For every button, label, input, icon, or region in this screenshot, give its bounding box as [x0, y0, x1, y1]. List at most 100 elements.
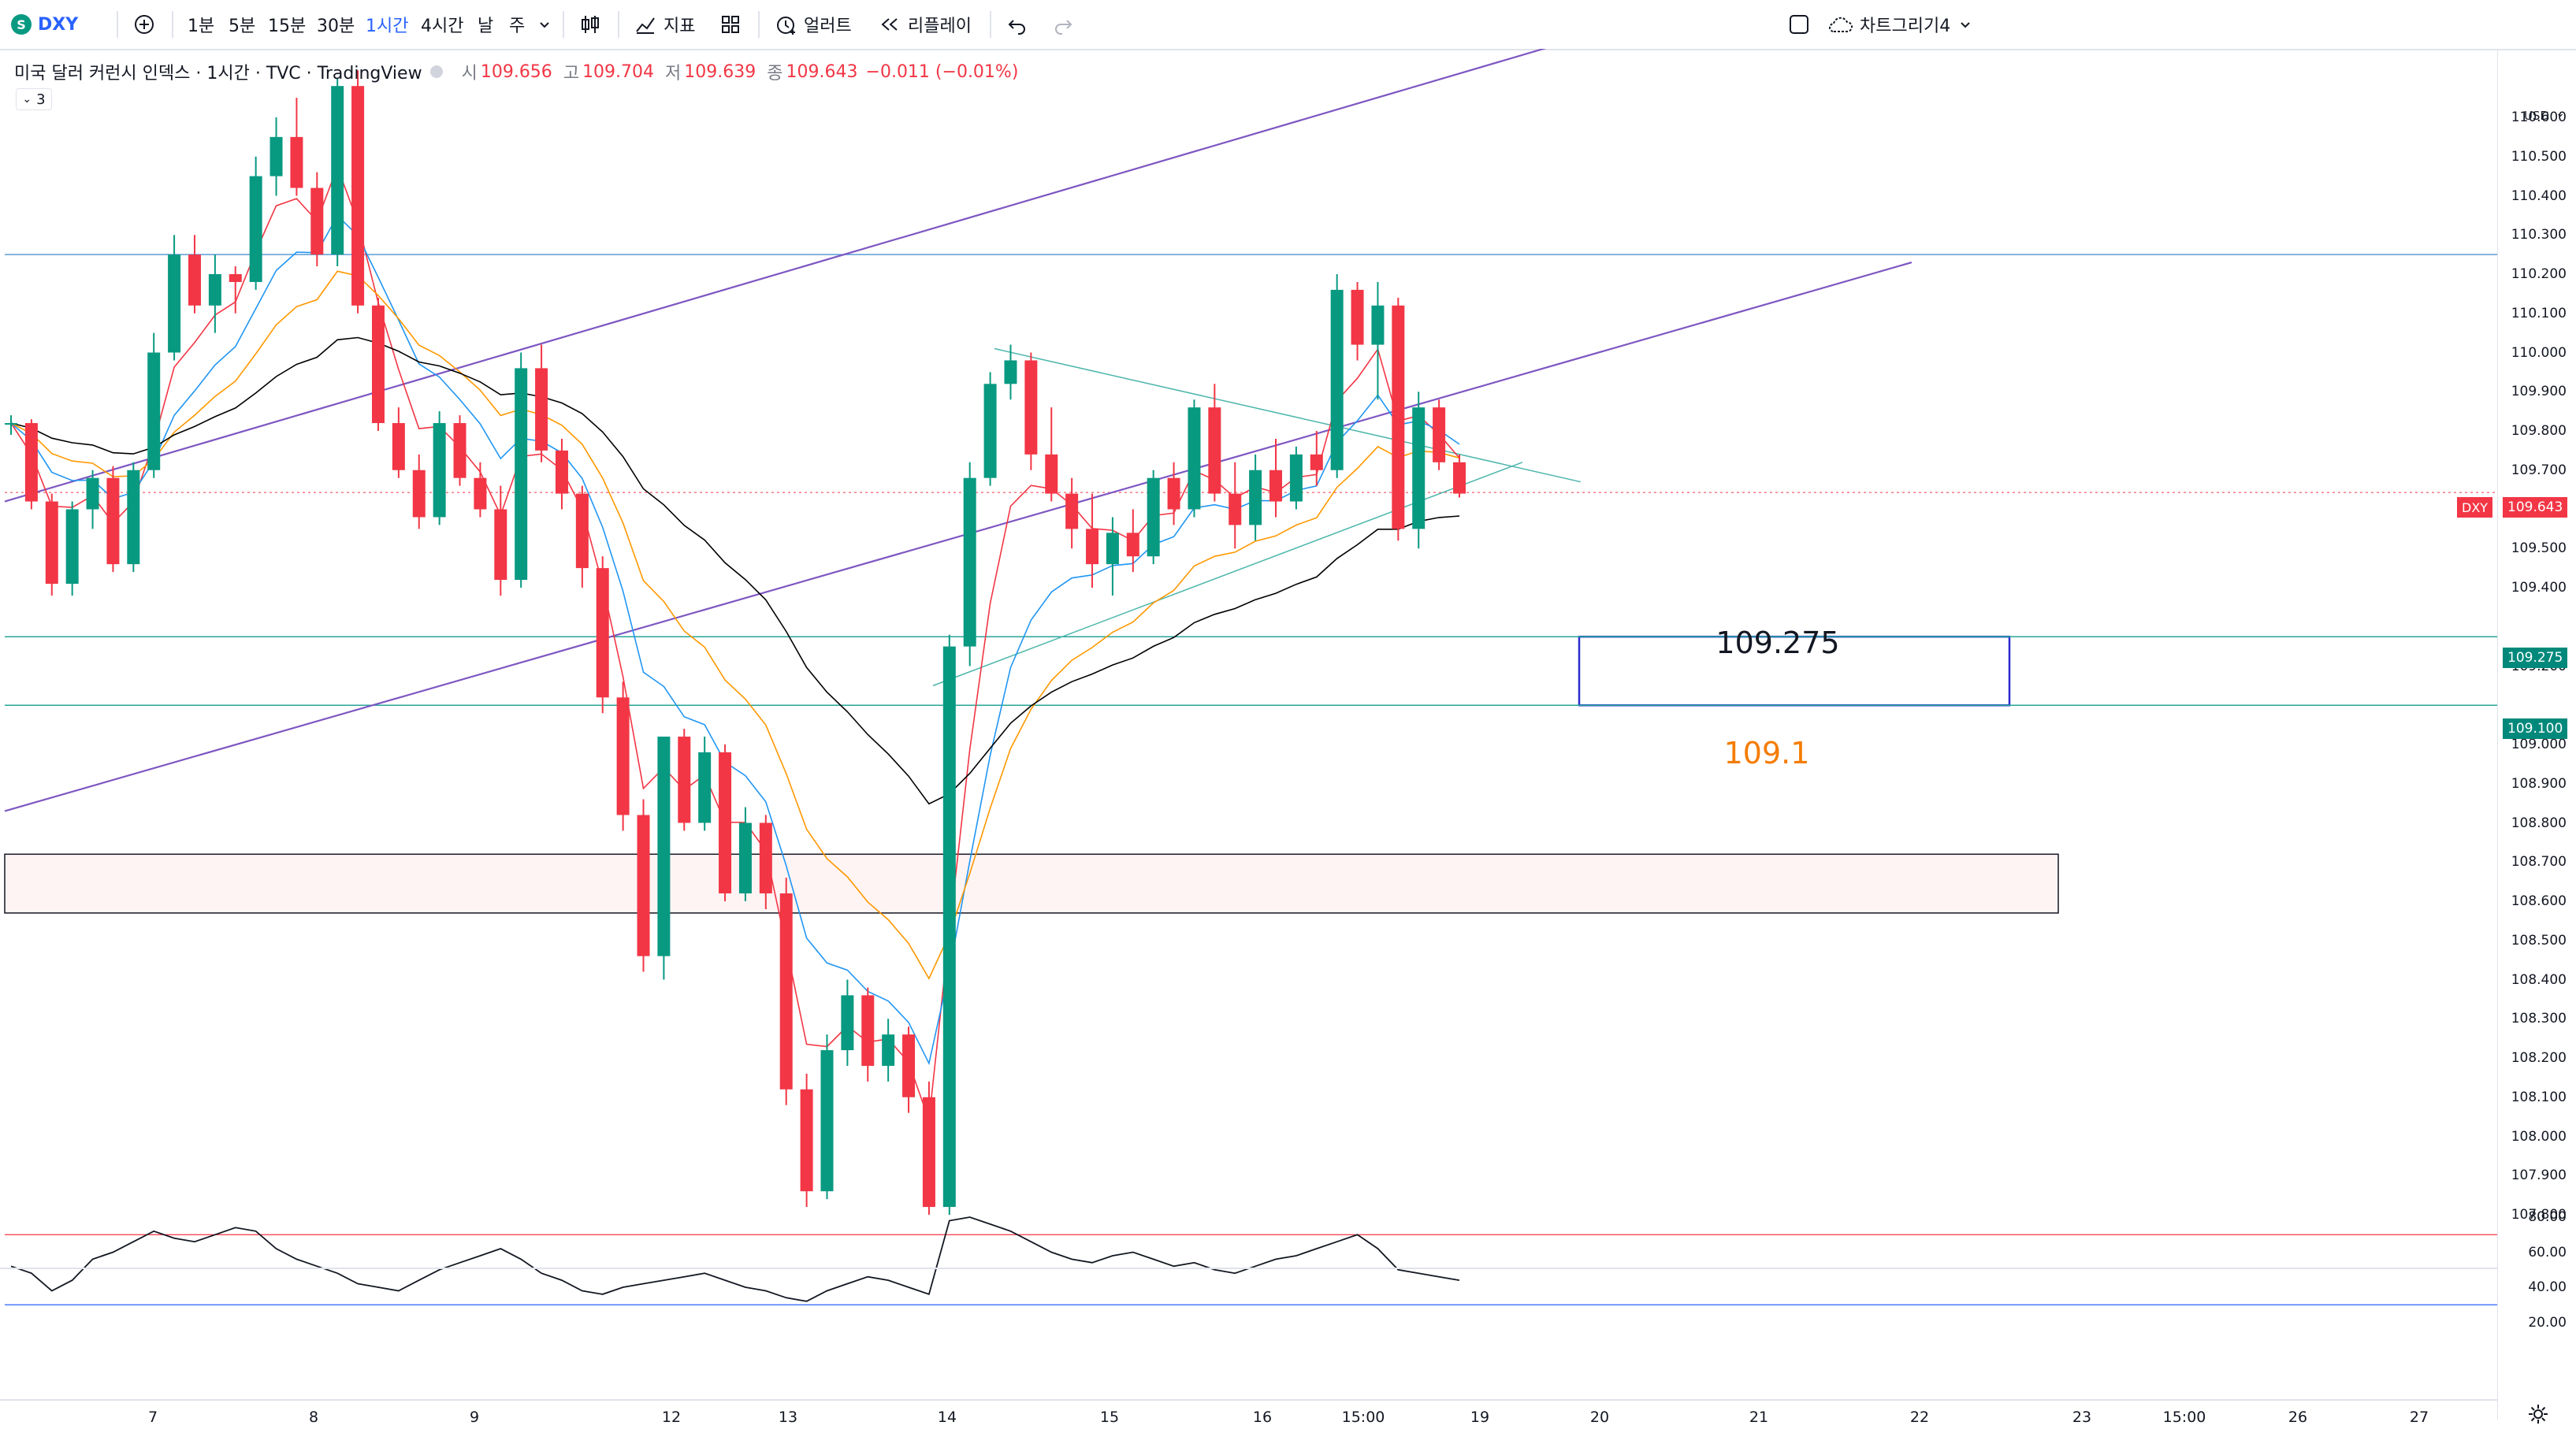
- legend-close: 109.643: [786, 62, 858, 82]
- candle: [657, 737, 670, 979]
- multi-chart-checkbox[interactable]: [1787, 0, 1811, 49]
- chart-legend: 미국 달러 커런시 인덱스 · 1시간 · TVC · TradingView …: [14, 58, 1018, 85]
- redo-button[interactable]: [1051, 0, 1075, 49]
- interval-30m[interactable]: 30분: [317, 0, 355, 49]
- price-tick: 108.900: [2511, 776, 2567, 792]
- current-symbol-label: DXY: [2457, 497, 2492, 518]
- symbol-name: DXY: [38, 15, 78, 35]
- chart-type-button[interactable]: [578, 0, 602, 49]
- indicators-label: 지표: [664, 12, 695, 37]
- undo-button[interactable]: [1005, 0, 1029, 49]
- price-chart[interactable]: [0, 49, 2498, 1420]
- interval-15m[interactable]: 15분: [268, 0, 306, 49]
- candle: [1045, 407, 1058, 501]
- time-tick: 15: [1100, 1409, 1119, 1426]
- candle: [902, 1026, 915, 1112]
- time-tick: 12: [662, 1409, 681, 1426]
- price-tick: 110.000: [2511, 345, 2567, 361]
- indicators-button[interactable]: 지표: [634, 0, 695, 49]
- oscillator-tick: 20.00: [2528, 1315, 2567, 1331]
- interval-day[interactable]: 날: [478, 0, 493, 49]
- time-tick: 27: [2410, 1409, 2429, 1426]
- ma-mid-line: [11, 216, 1459, 1064]
- candle: [1229, 462, 1241, 548]
- triangle-upper-line[interactable]: [994, 349, 1581, 482]
- candle: [1208, 384, 1221, 501]
- price-tick: 109.700: [2511, 462, 2567, 478]
- ma-long-line: [11, 338, 1459, 804]
- level-label-upper: 109.275: [2503, 648, 2567, 668]
- chevron-down-icon: [1958, 17, 1972, 32]
- candle: [1331, 274, 1344, 478]
- candle: [1269, 439, 1282, 518]
- candle: [474, 462, 486, 518]
- interval-4h[interactable]: 4시간: [421, 0, 463, 49]
- market-status-icon: [430, 65, 443, 78]
- candle: [188, 235, 201, 314]
- time-tick: 21: [1749, 1409, 1768, 1426]
- legend-title[interactable]: 미국 달러 커런시 인덱스 · 1시간 · TVC · TradingView: [14, 59, 422, 84]
- settings-button[interactable]: [2526, 1402, 2550, 1429]
- interval-1h[interactable]: 1시간: [366, 0, 408, 49]
- add-compare-button[interactable]: [132, 0, 156, 49]
- plus-circle-icon: [132, 13, 156, 36]
- alert-button[interactable]: 얼러트: [774, 0, 852, 49]
- time-tick: 15:00: [1342, 1409, 1385, 1426]
- layouts-button[interactable]: [719, 0, 742, 49]
- candles-icon: [578, 13, 602, 36]
- replay-button[interactable]: 리플레이: [878, 0, 972, 49]
- candle: [1065, 478, 1078, 549]
- time-tick: 14: [938, 1409, 957, 1426]
- symbol-search[interactable]: S DXY: [11, 0, 78, 49]
- supply-zone[interactable]: [5, 854, 2058, 913]
- candle: [310, 173, 323, 266]
- interval-dropdown[interactable]: [537, 0, 552, 49]
- candle: [1106, 517, 1119, 596]
- oscillator-tick: 40.00: [2528, 1279, 2567, 1295]
- annotation-upper[interactable]: 109.275: [1715, 626, 1839, 660]
- top-toolbar: S DXY 1분 5분 15분 30분 1시간 4시간 날 주 지표: [0, 0, 2576, 50]
- candle: [1351, 282, 1364, 361]
- candle: [1433, 399, 1445, 470]
- interval-week[interactable]: 주: [509, 0, 525, 49]
- oscillator-line: [11, 1217, 1459, 1301]
- layout-name-button[interactable]: 차트그리기4: [1827, 0, 1972, 49]
- candle: [964, 462, 976, 666]
- time-tick: 23: [2072, 1409, 2091, 1426]
- price-tick: 110.400: [2511, 188, 2567, 204]
- candle: [168, 235, 180, 360]
- candle: [923, 1082, 935, 1215]
- candle: [1371, 282, 1384, 399]
- candle: [1024, 353, 1037, 470]
- annotation-lower[interactable]: 109.1: [1724, 736, 1810, 770]
- time-tick: 9: [470, 1409, 479, 1426]
- legend-collapse-button[interactable]: ⌄ 3: [16, 88, 52, 110]
- interval-5m[interactable]: 5분: [229, 0, 255, 49]
- legend-change: −0.011 (−0.01%): [866, 62, 1019, 82]
- time-tick: 22: [1910, 1409, 1929, 1426]
- candle: [882, 1019, 894, 1082]
- candle: [1147, 470, 1160, 564]
- candle: [25, 419, 38, 509]
- ma-fast-line: [11, 167, 1459, 1120]
- time-tick: 15:00: [2163, 1409, 2206, 1426]
- candle: [270, 117, 283, 196]
- price-tick: 108.700: [2511, 854, 2567, 870]
- redo-icon: [1051, 13, 1075, 36]
- price-tick: 110.300: [2511, 227, 2567, 243]
- price-tick: 110.600: [2511, 110, 2567, 125]
- chevron-down-icon: [537, 17, 552, 32]
- time-tick: 7: [148, 1409, 158, 1426]
- channel-lower-line[interactable]: [5, 262, 1912, 811]
- candle: [392, 407, 405, 478]
- chevron-down-icon: ⌄: [22, 93, 32, 106]
- alert-label: 얼러트: [804, 12, 852, 37]
- interval-1m[interactable]: 1분: [188, 0, 214, 49]
- legend-open: 109.656: [481, 62, 552, 82]
- price-tick: 110.200: [2511, 266, 2567, 282]
- undo-icon: [1005, 13, 1029, 36]
- price-tick: 108.400: [2511, 972, 2567, 988]
- price-tick: 109.400: [2511, 580, 2567, 596]
- layouts-icon: [719, 13, 742, 36]
- candle: [290, 98, 303, 195]
